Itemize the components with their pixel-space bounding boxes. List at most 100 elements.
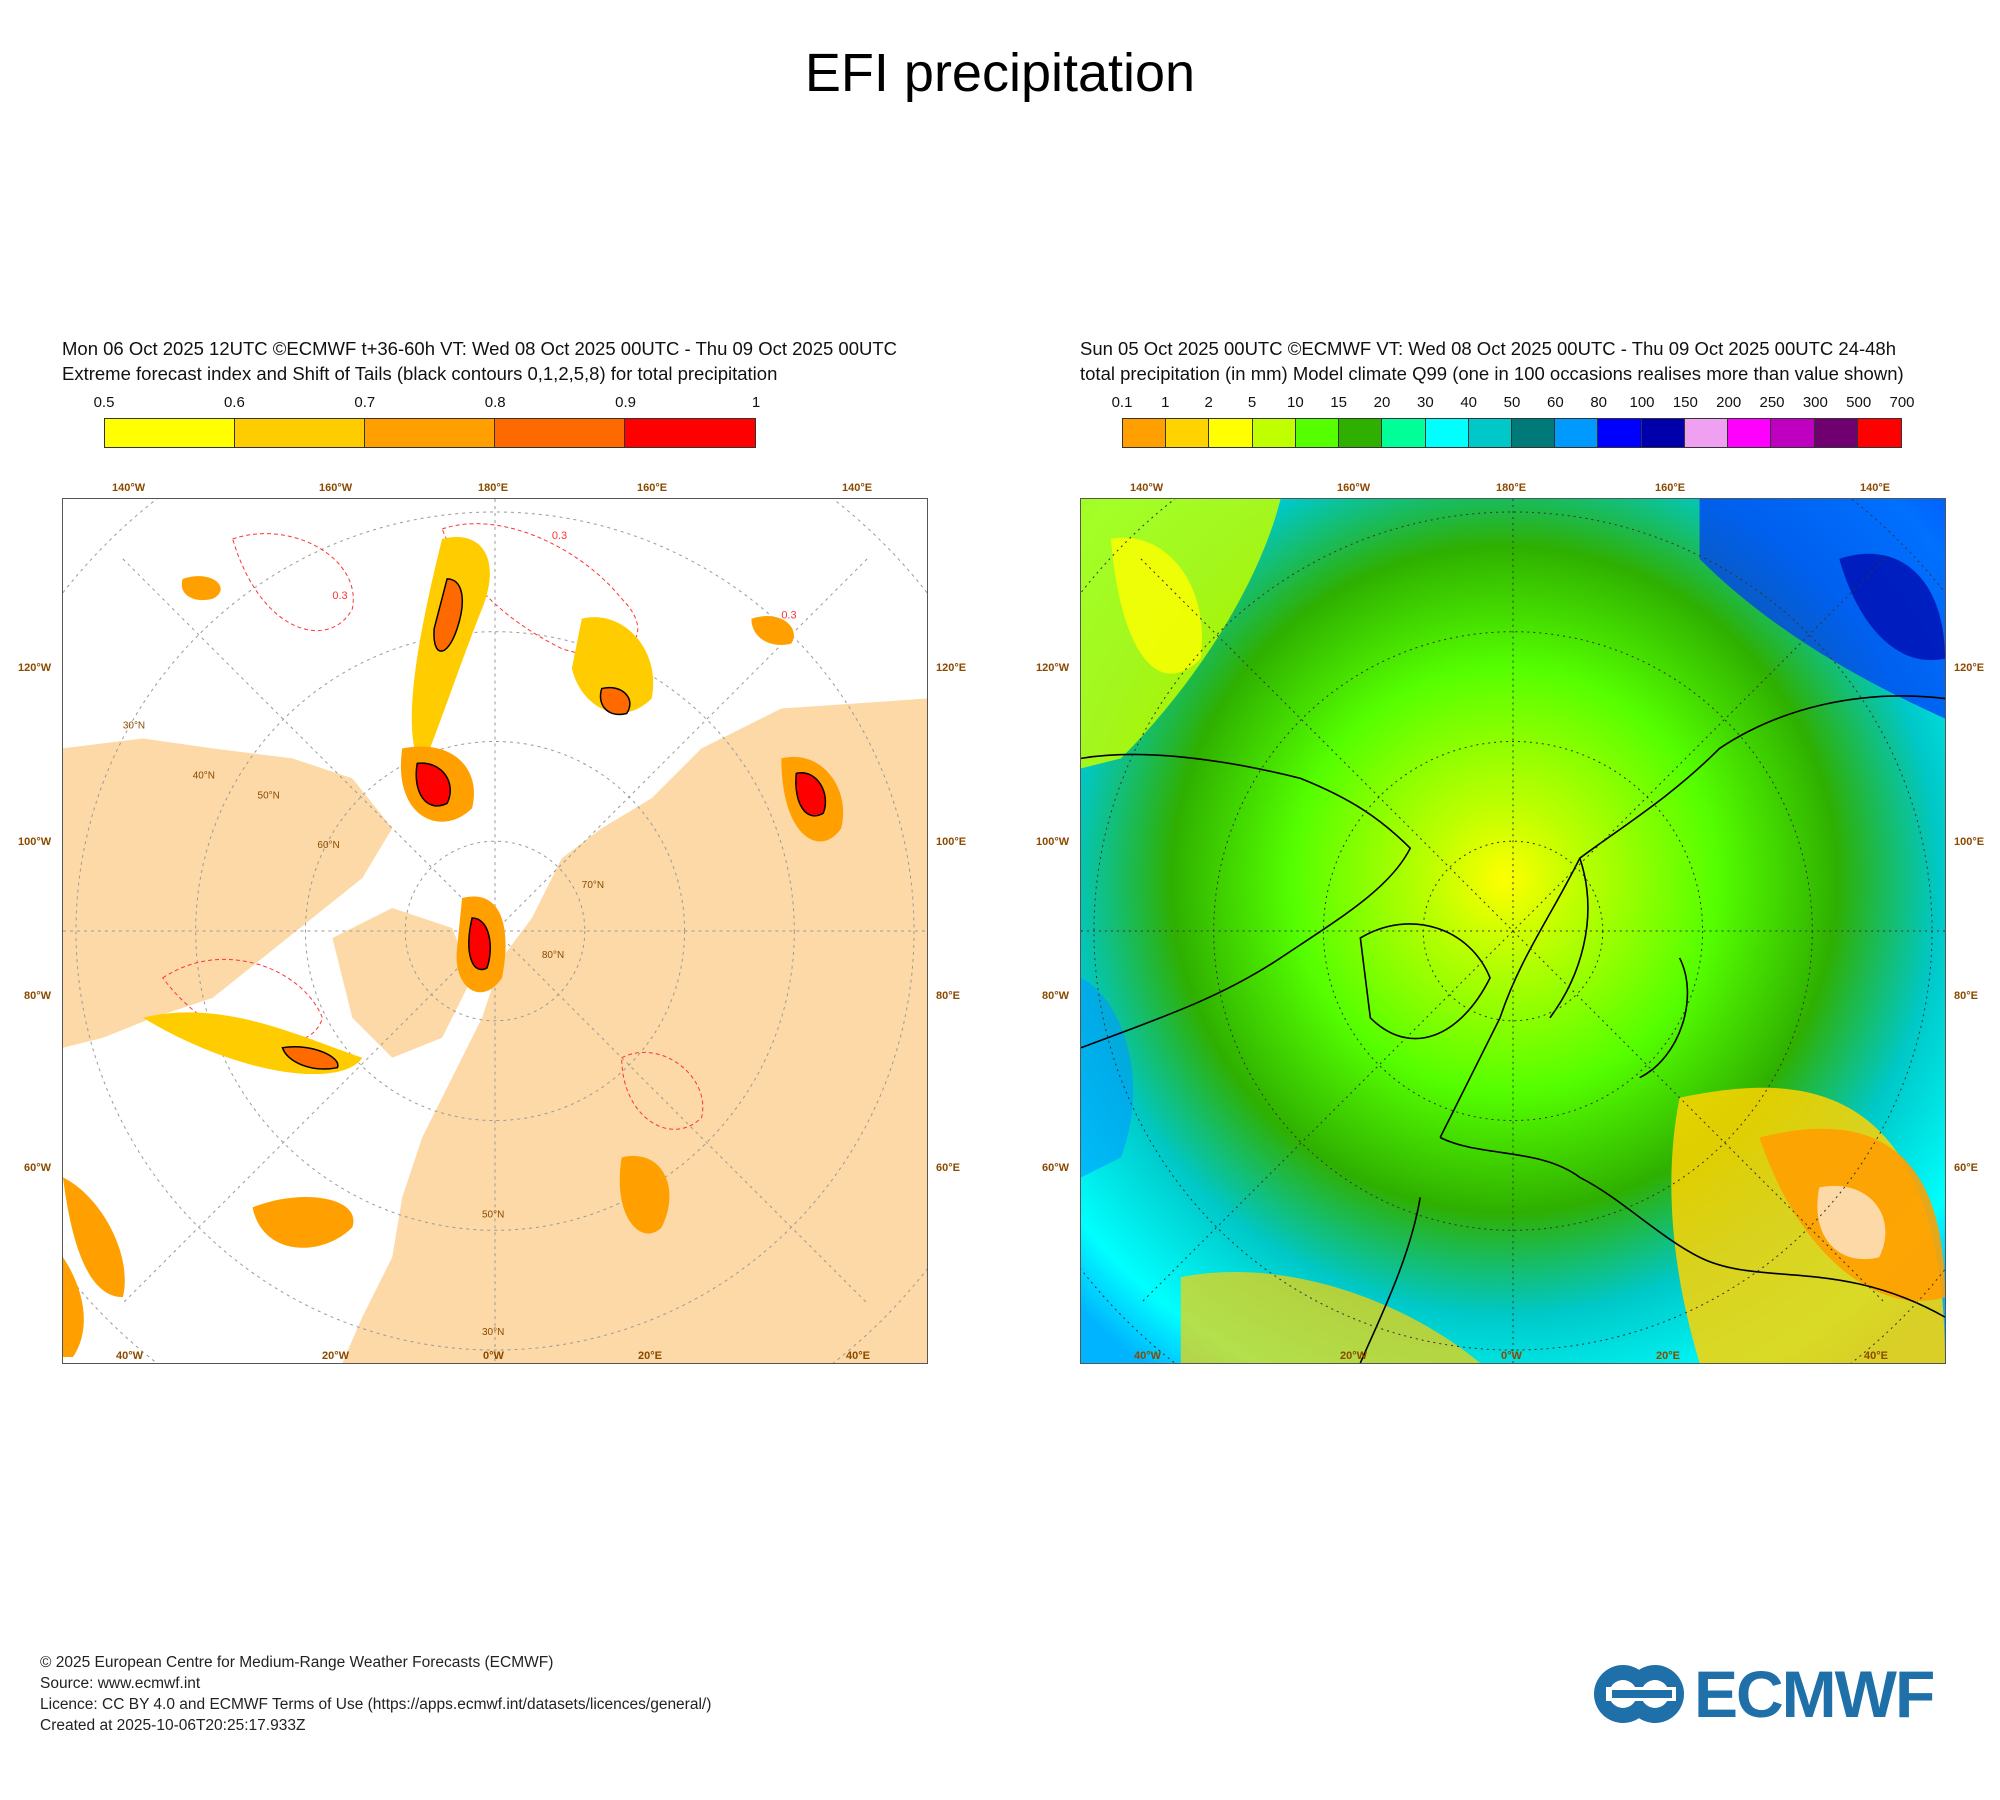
lat-label-right: 60°E (936, 1162, 960, 1174)
lon-label-top: 140°E (842, 482, 873, 494)
lon-label-bottom: 20°E (1656, 1350, 1680, 1362)
ecmwf-logo-text: ECMWF (1694, 1657, 1935, 1731)
page-title: EFI precipitation (804, 43, 1196, 103)
land-north-america (63, 738, 393, 1048)
q99-colorbar-tick-label: 2 (1204, 394, 1213, 411)
ecmwf-logo: ECMWF (1592, 1657, 1970, 1731)
lon-label-bottom: 0°W (483, 1350, 504, 1362)
region-dry-se (1817, 1185, 1886, 1260)
lat-label-left: 80°W (24, 990, 52, 1002)
q99-colorbar-tick-label: 500 (1846, 394, 1872, 411)
lon-label-top: 140°E (1860, 482, 1891, 494)
q99-colorbar-swatch (1166, 419, 1210, 447)
land-asia-east (761, 1057, 927, 1318)
copyright-line: © 2025 European Centre for Medium-Range … (40, 1654, 554, 1671)
q99-colorbar: 0.1 1 2 5 10 15 20 30 40 50 60 80 100 150 200 250 300 500… (1080, 394, 1950, 470)
q99-colorbar-swatch (1684, 419, 1729, 447)
q99-colorbar-tick-label: 5 (1247, 394, 1257, 411)
efi-colorbar-tick-label: 0.9 (615, 394, 637, 411)
q99-colorbar-boxes (1122, 418, 1902, 448)
svg-text:50°N: 50°N (258, 790, 280, 801)
q99-map-area: 140°W 160°W 180°E 160°E 140°E (1036, 482, 1984, 1370)
efi-panel: Mon 06 Oct 2025 12UTC ©ECMWF t+36-60h VT… (18, 336, 966, 1364)
q99-colorbar-swatch (1814, 419, 1858, 447)
efi-colorbar-swatch (495, 419, 625, 447)
q99-colorbar-tick-label: 15 (1330, 394, 1347, 411)
q99-colorbar-tick-label: 30 (1416, 394, 1434, 411)
efi-map-area: 140°W 160°W 180°E 160°E 140°E (18, 482, 966, 1370)
svg-text:70°N: 70°N (582, 880, 604, 891)
lon-label-bottom: 40°E (846, 1350, 870, 1362)
region-yellow-s (1180, 1272, 1481, 1363)
lon-label-top: 140°W (112, 482, 146, 494)
q99-map-svg (1081, 499, 1945, 1363)
sot-contours (281, 578, 827, 1070)
lat-label-right: 60°E (1954, 1162, 1978, 1174)
efi-map-svg: 0.3 0.3 0.3 30°N 40°N 50°N 60°N 70°N 80°… (63, 499, 927, 1363)
efi-shading (63, 536, 844, 1358)
q99-colorbar-tick-label: 150 (1672, 394, 1698, 411)
q99-colorbar-swatch (1468, 419, 1512, 447)
q99-colorbar-swatch (1425, 419, 1469, 447)
lat-label-left: 60°W (24, 1162, 52, 1174)
grid-lat-labels: 30°N 40°N 50°N 60°N 70°N 80°N 30°N 50°N (123, 720, 604, 1338)
q99-colorbar-tick-label: 1 (1161, 394, 1170, 411)
region-blue-ne (1699, 499, 1945, 719)
lon-label-bottom: 20°E (638, 1350, 662, 1362)
q99-colorbar-swatch (1641, 419, 1685, 447)
efi-colorbar-swatch (105, 419, 235, 447)
q99-colorbar-swatch (1295, 419, 1340, 447)
q99-colorbar-tick-label: 700 (1889, 394, 1915, 411)
lat-label-right: 80°E (1954, 990, 1978, 1002)
q99-colorbar-tick-label: 60 (1546, 394, 1564, 411)
lat-label-left: 120°W (18, 662, 52, 674)
efi-colorbar-swatch (625, 419, 755, 447)
q99-colorbar-tick-label: 300 (1802, 394, 1828, 411)
efi-colorbar-tick-label: 0.7 (354, 394, 376, 411)
efi-colorbar-tick-label: 0.6 (223, 394, 245, 411)
efi-colorbar-swatch (365, 419, 495, 447)
contour-label: 0.3 (552, 530, 567, 542)
efi-colorbar-tick-label: 0.8 (484, 394, 506, 411)
q99-colorbar-swatch (1123, 419, 1167, 447)
created-line: Created at 2025-10-06T20:25:17.933Z (40, 1717, 306, 1734)
footer: © 2025 European Centre for Medium-Range … (40, 1652, 711, 1736)
lat-label-left: 100°W (1036, 836, 1070, 848)
q99-header-line1: Sun 05 Oct 2025 00UTC ©ECMWF VT: Wed 08 … (1080, 338, 1897, 359)
q99-header-line2: total precipitation (in mm) Model climat… (1080, 363, 1904, 384)
efi-header-line2: Extreme forecast index and Shift of Tail… (62, 363, 778, 384)
coastlines (1081, 695, 1945, 1363)
q99-colorbar-swatch (1555, 419, 1599, 447)
region-blue-w (1081, 977, 1134, 1178)
lon-label-bottom: 20°W (1340, 1350, 1368, 1362)
q99-colorbar-tick-label: 80 (1590, 394, 1607, 411)
lat-label-left: 60°W (1042, 1162, 1070, 1174)
efi-colorbar: 0.5 0.6 0.7 0.8 0.9 1 (62, 394, 932, 470)
source-line: Source: www.ecmwf.int (40, 1675, 201, 1692)
lon-label-top: 160°W (1337, 482, 1371, 494)
q99-colorbar-tick-label: 0.1 (1111, 394, 1133, 411)
lon-label-top: 180°E (478, 482, 509, 494)
efi-colorbar-tick-label: 1 (751, 394, 761, 411)
q99-colorbar-labels: 0.1 1 2 5 10 15 20 30 40 50 60 80 100 150 200 250 300 500… (1080, 394, 1950, 414)
efi-header-line1: Mon 06 Oct 2025 12UTC ©ECMWF t+36-60h VT… (62, 338, 898, 359)
efi-colorbar-swatch (235, 419, 365, 447)
q99-map (1080, 498, 1946, 1364)
lat-label-left: 80°W (1042, 990, 1070, 1002)
q99-colorbar-tick-label: 10 (1286, 394, 1304, 411)
q99-colorbar-swatch (1252, 419, 1296, 447)
lat-label-right: 120°E (936, 662, 967, 674)
lon-label-top: 160°E (1655, 482, 1686, 494)
q99-colorbar-swatch (1857, 419, 1901, 447)
svg-text:30°N: 30°N (123, 720, 145, 731)
lon-label-bottom: 0°W (1501, 1350, 1522, 1362)
q99-colorbar-swatch (1209, 419, 1253, 447)
graticule (1081, 499, 1945, 1363)
lat-label-left: 100°W (18, 836, 52, 848)
svg-text:60°N: 60°N (317, 840, 339, 851)
q99-colorbar-swatch (1382, 419, 1426, 447)
q99-panel: Sun 05 Oct 2025 00UTC ©ECMWF VT: Wed 08 … (1036, 336, 1984, 1364)
svg-text:80°N: 80°N (542, 950, 564, 961)
efi-colorbar-boxes (104, 418, 756, 448)
svg-text:50°N: 50°N (482, 1209, 504, 1220)
